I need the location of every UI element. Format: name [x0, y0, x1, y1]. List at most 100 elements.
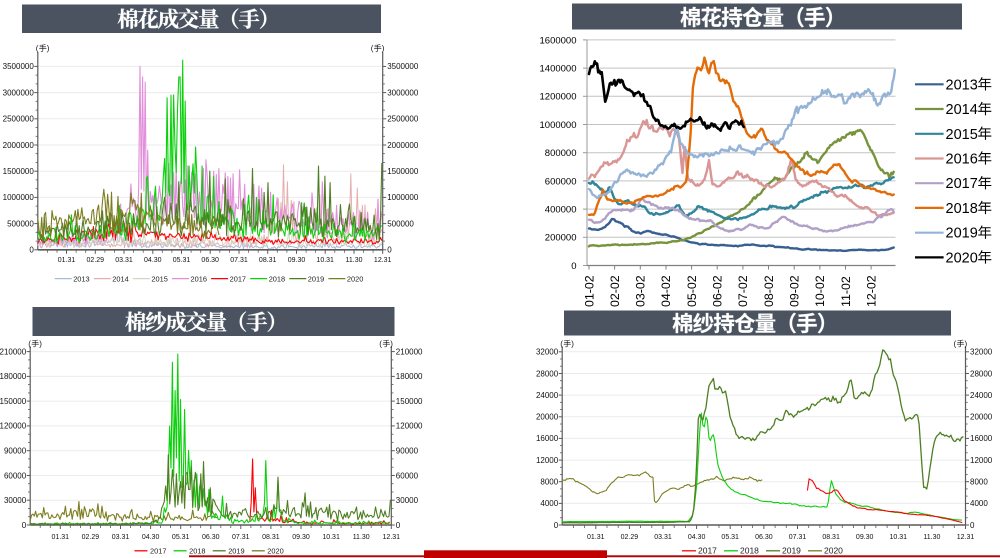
- svg-text:09-02: 09-02: [788, 275, 802, 307]
- svg-text:2018: 2018: [269, 274, 285, 283]
- svg-text:07.31: 07.31: [789, 534, 807, 541]
- svg-text:16000: 16000: [970, 434, 993, 443]
- svg-text:1400000: 1400000: [540, 64, 577, 75]
- svg-text:03.31: 03.31: [654, 534, 672, 541]
- svg-text:28000: 28000: [536, 369, 559, 378]
- svg-text:03.31: 03.31: [112, 534, 130, 541]
- svg-text:2018: 2018: [189, 547, 205, 556]
- svg-text:12.31: 12.31: [957, 534, 975, 541]
- svg-text:01.31: 01.31: [58, 257, 76, 264]
- svg-text:2020: 2020: [824, 546, 843, 556]
- svg-text:07.31: 07.31: [232, 534, 250, 541]
- svg-text:600000: 600000: [545, 176, 577, 187]
- svg-text:): ): [390, 340, 393, 349]
- svg-text:2017: 2017: [150, 547, 166, 556]
- svg-text:8000: 8000: [970, 478, 988, 487]
- svg-text:3000000: 3000000: [3, 88, 35, 97]
- svg-text:04-02: 04-02: [659, 275, 673, 307]
- svg-text:0: 0: [387, 246, 392, 255]
- svg-text:28000: 28000: [970, 369, 993, 378]
- svg-text:210000: 210000: [396, 347, 423, 356]
- svg-text:(: (: [371, 44, 374, 53]
- svg-text:2017: 2017: [946, 176, 978, 192]
- svg-text:02.29: 02.29: [82, 534, 100, 541]
- svg-text:3000000: 3000000: [387, 88, 419, 97]
- svg-text:12-02: 12-02: [864, 275, 878, 307]
- svg-text:2018: 2018: [946, 201, 978, 217]
- svg-text:90000: 90000: [396, 447, 419, 456]
- svg-text:2014: 2014: [112, 274, 128, 283]
- svg-text:90000: 90000: [4, 447, 27, 456]
- svg-text:01.31: 01.31: [52, 534, 70, 541]
- svg-text:8000: 8000: [540, 478, 558, 487]
- svg-text:05-02: 05-02: [685, 275, 699, 307]
- svg-text:4000: 4000: [540, 499, 558, 508]
- svg-text:06.30: 06.30: [202, 534, 220, 541]
- svg-text:20000: 20000: [970, 413, 993, 422]
- svg-text:11.30: 11.30: [353, 534, 370, 541]
- svg-text:06.30: 06.30: [755, 534, 773, 541]
- svg-text:32000: 32000: [970, 348, 993, 357]
- svg-text:10-02: 10-02: [813, 275, 827, 307]
- svg-text:2013: 2013: [946, 77, 978, 93]
- svg-text:(: (: [560, 340, 563, 349]
- svg-text:06.30: 06.30: [201, 257, 219, 264]
- svg-text:2017: 2017: [698, 546, 717, 556]
- svg-text:2500000: 2500000: [3, 115, 35, 124]
- svg-text:01.31: 01.31: [587, 534, 605, 541]
- svg-text:60000: 60000: [4, 471, 27, 480]
- svg-text:12000: 12000: [536, 456, 559, 465]
- svg-text:2016: 2016: [946, 152, 978, 168]
- svg-text:08.31: 08.31: [259, 257, 277, 264]
- svg-text:120000: 120000: [396, 422, 423, 431]
- svg-text:2000000: 2000000: [3, 141, 35, 150]
- svg-text:11-02: 11-02: [839, 276, 853, 307]
- svg-text:08.31: 08.31: [262, 534, 280, 541]
- svg-text:2020: 2020: [946, 250, 978, 266]
- svg-text:1200000: 1200000: [540, 92, 577, 103]
- svg-text:1600000: 1600000: [540, 35, 577, 46]
- svg-text:2016: 2016: [191, 274, 207, 283]
- svg-text:2019: 2019: [946, 226, 978, 242]
- svg-text:20000: 20000: [536, 413, 559, 422]
- svg-text:2019: 2019: [308, 274, 324, 283]
- svg-text:0: 0: [554, 521, 559, 530]
- svg-text:07-02: 07-02: [736, 275, 750, 307]
- svg-text:2017: 2017: [230, 274, 246, 283]
- svg-text:05.31: 05.31: [172, 534, 190, 541]
- svg-text:32000: 32000: [536, 348, 559, 357]
- svg-text:02.29: 02.29: [621, 534, 639, 541]
- svg-text:1000000: 1000000: [540, 120, 577, 131]
- svg-text:3500000: 3500000: [387, 62, 419, 71]
- svg-text:03-02: 03-02: [634, 275, 648, 307]
- svg-text:05.31: 05.31: [173, 257, 191, 264]
- svg-text:150000: 150000: [396, 397, 423, 406]
- svg-text:03.31: 03.31: [115, 257, 133, 264]
- svg-text:): ): [382, 44, 385, 53]
- svg-text:16000: 16000: [536, 434, 559, 443]
- svg-text:12000: 12000: [970, 456, 993, 465]
- svg-text:2020: 2020: [267, 547, 283, 556]
- svg-text:04.30: 04.30: [688, 534, 706, 541]
- svg-text:(: (: [379, 340, 382, 349]
- svg-text:500000: 500000: [7, 219, 34, 228]
- svg-text:06-02: 06-02: [711, 275, 725, 307]
- svg-text:30000: 30000: [396, 496, 419, 505]
- svg-text:0: 0: [571, 261, 576, 272]
- svg-text:1500000: 1500000: [387, 167, 419, 176]
- svg-text:2018: 2018: [740, 546, 759, 556]
- svg-text:09.30: 09.30: [856, 534, 874, 541]
- svg-text:): ): [965, 340, 968, 349]
- svg-text:24000: 24000: [536, 391, 559, 400]
- svg-text:2013: 2013: [73, 274, 89, 283]
- svg-text:150000: 150000: [0, 397, 27, 406]
- svg-text:0: 0: [396, 521, 401, 530]
- svg-text:02.29: 02.29: [87, 257, 105, 264]
- svg-text:0: 0: [29, 246, 34, 255]
- svg-text:(: (: [36, 44, 39, 53]
- svg-text:10.31: 10.31: [890, 534, 908, 541]
- svg-text:(: (: [954, 340, 957, 349]
- svg-text:200000: 200000: [545, 233, 577, 244]
- svg-text:1500000: 1500000: [3, 167, 35, 176]
- svg-text:): ): [39, 340, 42, 349]
